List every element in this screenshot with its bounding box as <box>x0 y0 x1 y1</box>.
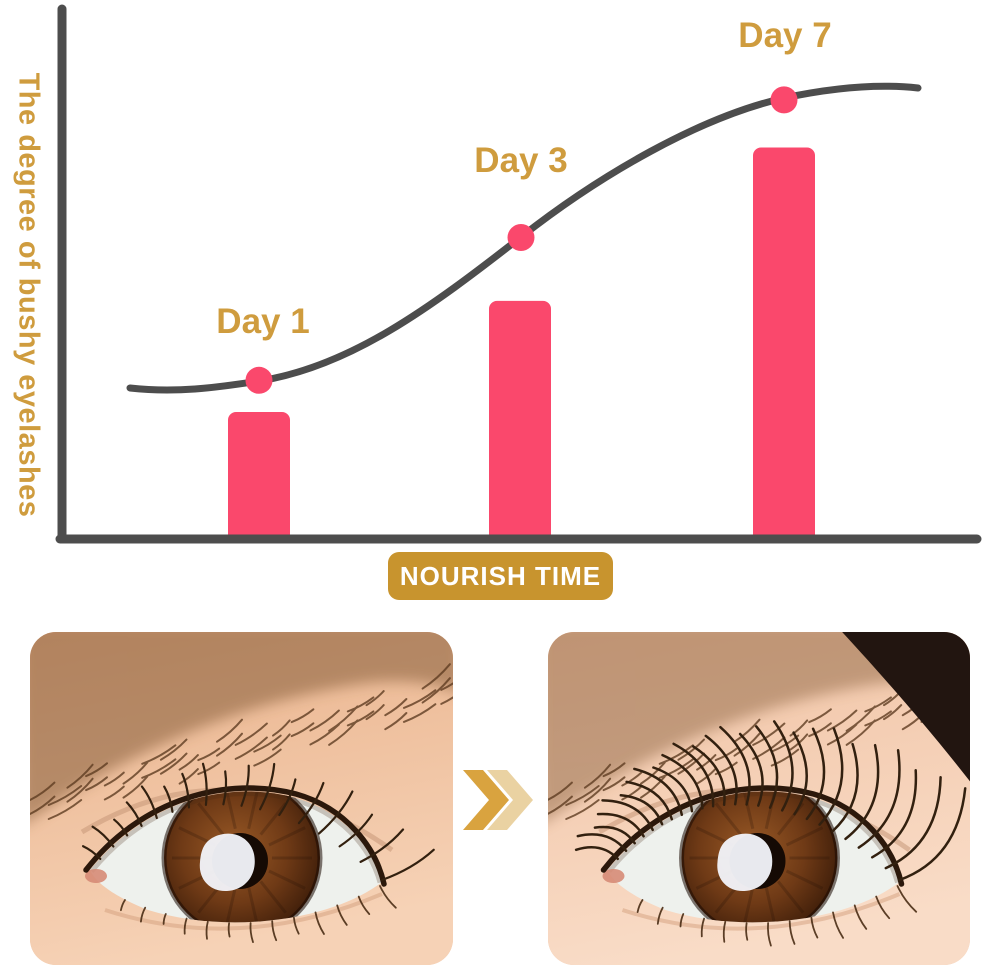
eyebrow-hairs <box>30 663 453 820</box>
lower-lashes <box>636 885 918 947</box>
catchlight <box>199 833 255 892</box>
upper-lid-line <box>83 785 387 887</box>
x-axis-badge: NOURISH TIME <box>388 552 613 600</box>
lower-lid-line <box>104 892 383 931</box>
bar-day-1 <box>228 412 290 543</box>
label-day-1: Day 1 <box>216 302 310 341</box>
hair <box>842 632 970 782</box>
upper-lid-line <box>600 785 905 887</box>
bar-day-3 <box>489 300 551 543</box>
marker-day-3 <box>507 224 535 251</box>
upper-lashes <box>574 720 967 882</box>
bars-group <box>228 147 815 543</box>
y-axis-label: The degree of bushy eyelashes <box>12 72 45 518</box>
label-day-7: Day 7 <box>738 16 832 55</box>
lower-lashes <box>120 885 397 943</box>
chevron-dark <box>463 770 509 830</box>
upper-lashes <box>82 762 435 882</box>
tear-duct <box>85 869 107 883</box>
bar-day-7 <box>753 147 815 543</box>
eyebrow-shade <box>30 632 453 821</box>
double-chevron-right-icon <box>463 770 533 830</box>
chart-canvas <box>55 4 982 544</box>
catchlight <box>717 833 773 892</box>
curve-markers-group <box>245 86 798 394</box>
after-eye-illustration <box>548 632 970 965</box>
tear-duct <box>602 869 625 883</box>
after-eye-photo <box>548 632 970 965</box>
eyebrow-shade <box>548 632 970 820</box>
marker-day-1 <box>245 366 273 394</box>
label-day-3: Day 3 <box>474 141 568 180</box>
chevron-light <box>487 770 533 830</box>
marker-day-7 <box>770 86 798 114</box>
before-eye-illustration <box>30 632 453 965</box>
before-eye-photo <box>30 632 453 965</box>
